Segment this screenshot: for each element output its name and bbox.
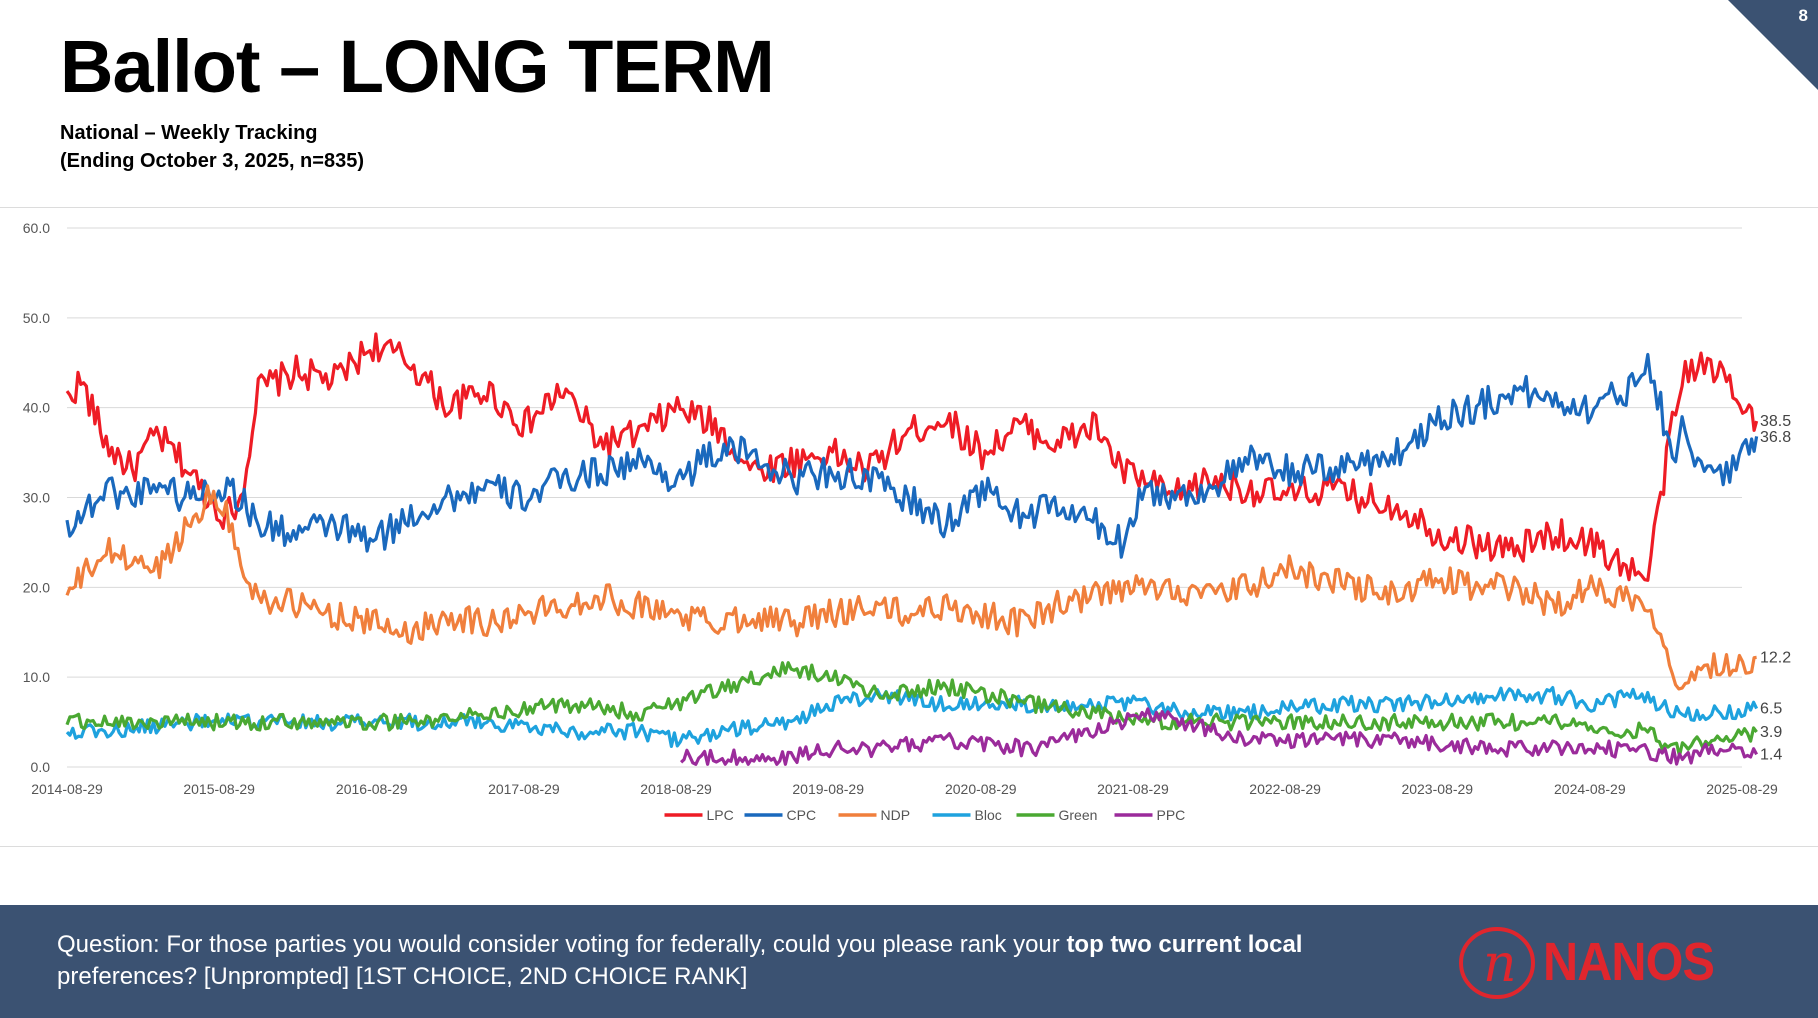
question-part2: preferences? [Unprompted] [1ST CHOICE, 2… xyxy=(57,963,748,990)
x-tick-label: 2022-08-29 xyxy=(1249,781,1321,797)
end-label-lpc: 38.5 xyxy=(1760,413,1791,430)
end-label-ppc: 1.4 xyxy=(1760,746,1782,763)
nanos-logo-icon: n xyxy=(1459,927,1535,999)
y-tick-label: 40.0 xyxy=(23,400,50,416)
y-tick-label: 10.0 xyxy=(23,669,50,685)
logo-text: NANOS xyxy=(1543,932,1715,992)
series-line-lpc xyxy=(65,332,1759,582)
x-tick-label: 2019-08-29 xyxy=(792,781,864,797)
x-tick-label: 2020-08-29 xyxy=(945,781,1017,797)
slide-title: Ballot – LONG TERM xyxy=(60,25,775,108)
y-tick-label: 60.0 xyxy=(23,220,50,236)
legend-label-bloc: Bloc xyxy=(975,807,1002,823)
end-label-ndp: 12.2 xyxy=(1760,649,1791,666)
series-line-green xyxy=(65,661,1758,758)
question-bold: top two current local xyxy=(1066,931,1303,958)
x-tick-label: 2017-08-29 xyxy=(488,781,560,797)
chart-frame: 0.0 10.0 20.0 30.0 40.0 50.0 60.0 2014-08-29 201… xyxy=(0,207,1818,847)
footer-bar: Question: For those parties you would co… xyxy=(0,905,1818,1018)
series-line-bloc xyxy=(65,686,1759,749)
x-tick-label: 2023-08-29 xyxy=(1401,781,1473,797)
page-number: 8 xyxy=(1798,6,1808,25)
line-chart: 0.0 10.0 20.0 30.0 40.0 50.0 60.0 2014-08-29 201… xyxy=(23,220,1791,823)
subtitle-sample: (Ending October 3, 2025, n=835) xyxy=(60,150,364,172)
legend-label-cpc: CPC xyxy=(787,807,817,823)
series-line-ndp xyxy=(65,484,1757,691)
end-label-cpc: 36.8 xyxy=(1760,429,1791,446)
y-tick-label: 50.0 xyxy=(23,310,50,326)
question-part1: Question: For those parties you would co… xyxy=(57,931,1067,958)
y-tick-label: 20.0 xyxy=(23,579,50,595)
legend-label-ppc: PPC xyxy=(1157,807,1186,823)
x-tick-label: 2014-08-29 xyxy=(31,781,103,797)
series-line-cpc xyxy=(65,352,1759,559)
legend-label-ndp: NDP xyxy=(881,807,911,823)
end-label-green: 3.9 xyxy=(1760,724,1782,741)
corner-banner xyxy=(1728,0,1818,90)
logo-mark: n xyxy=(1483,934,1517,994)
x-tick-label: 2016-08-29 xyxy=(336,781,408,797)
question-text: Question: For those parties you would co… xyxy=(57,929,1387,993)
series-line-ppc xyxy=(680,707,1759,766)
x-tick-label: 2025-08-29 xyxy=(1706,781,1778,797)
legend-label-green: Green xyxy=(1059,807,1098,823)
x-tick-label: 2024-08-29 xyxy=(1554,781,1626,797)
y-tick-label: 0.0 xyxy=(31,759,51,775)
legend-label-lpc: LPC xyxy=(707,807,734,823)
x-tick-label: 2021-08-29 xyxy=(1097,781,1169,797)
x-tick-label: 2015-08-29 xyxy=(183,781,255,797)
subtitle-tracking: National – Weekly Tracking xyxy=(60,122,318,144)
end-label-bloc: 6.5 xyxy=(1760,701,1782,718)
y-tick-label: 30.0 xyxy=(23,490,50,506)
nanos-logo: n NANOS xyxy=(1455,923,1725,1003)
x-tick-label: 2018-08-29 xyxy=(640,781,712,797)
